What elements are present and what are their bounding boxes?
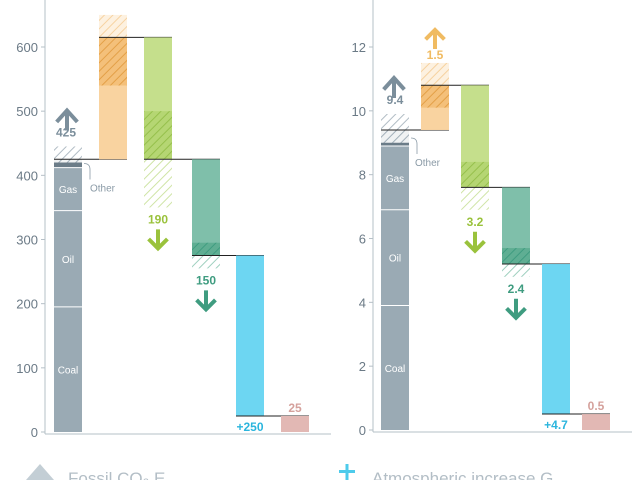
value-label-atmosphere: +250 (236, 420, 263, 434)
emissions-value-label: 9.4 (387, 93, 404, 107)
up-arrow-icon (55, 107, 79, 131)
value-label-atmosphere: +4.7 (544, 418, 568, 432)
right-panel-chart: 0 2 4 6 8 10 12 Coal Oil Gas Other 9.4 1.5 3.2 2.4 +4.7… (352, 0, 632, 438)
y-tick-label: 12 (352, 40, 366, 55)
diamond-icon (26, 464, 54, 480)
y-tick-label: 10 (352, 104, 366, 119)
y-tick-label: 0 (31, 425, 38, 440)
bar-uncertainty-inner (144, 111, 172, 160)
bar-uncertainty-outer (461, 187, 489, 210)
down-arrow-icon (195, 290, 217, 313)
emissions-segment-oil (54, 210, 82, 307)
value-label-land-sink: 150 (196, 273, 216, 287)
y-tick-label: 8 (359, 168, 366, 183)
other-callout-line (83, 163, 91, 180)
y-tick-label: 500 (16, 104, 38, 119)
legend-fossil-label: Fossil CO₂ E (68, 469, 165, 480)
up-arrow-icon (382, 75, 406, 99)
y-tick-label: 400 (16, 168, 38, 183)
segment-label-oil: Oil (62, 255, 74, 266)
y-tick-label: 200 (16, 297, 38, 312)
y-tick-label: 4 (359, 295, 366, 310)
value-label-imbalance: 0.5 (588, 399, 605, 413)
emissions-segment-other (54, 159, 82, 168)
y-tick-label: 2 (359, 359, 366, 374)
emissions-segment-coal (54, 306, 82, 432)
legend-atmosphere-label: Atmospheric increase G (372, 469, 553, 480)
down-arrow-icon (464, 231, 486, 254)
bar-land-sink (192, 159, 220, 256)
other-callout-line (410, 137, 418, 154)
down-arrow-icon (147, 229, 169, 252)
left-panel-chart: 0 100 200 300 400 500 600 Coal Oil Gas Other 425 190… (16, 0, 331, 440)
down-arrow-icon (505, 298, 527, 321)
plus-icon (339, 464, 355, 480)
other-label: Other (90, 183, 116, 194)
bar-uncertainty-inner (192, 242, 220, 256)
segment-label-coal: Coal (58, 365, 79, 376)
bar-uncertainty-outer (192, 255, 220, 269)
y-tick-label: 0 (359, 423, 366, 438)
segment-label-gas: Gas (59, 185, 77, 196)
value-label-imbalance: 25 (288, 401, 302, 415)
bar-uncertainty-outer (421, 62, 449, 86)
other-label: Other (415, 158, 441, 169)
bar-imbalance (582, 414, 610, 430)
value-label-ocean-sink: 190 (148, 212, 168, 226)
y-tick-label: 6 (359, 232, 366, 247)
bar-uncertainty-outer (502, 264, 530, 277)
legend-fossil: Fossil CO₂ E (26, 464, 165, 480)
segment-label-gas: Gas (386, 174, 404, 185)
segment-label-coal: Coal (385, 364, 406, 375)
bar-uncertainty-inner (421, 85, 449, 108)
y-tick-label: 300 (16, 233, 38, 248)
emissions-value-label: 425 (56, 125, 76, 139)
bar-atmosphere (542, 264, 570, 415)
emissions-uncertainty (54, 146, 82, 163)
emissions-uncertainty (381, 114, 409, 143)
segment-label-oil: Oil (389, 254, 401, 265)
value-label-ocean-sink: 3.2 (467, 215, 484, 229)
legend-atmosphere: Atmospheric increase G (339, 464, 553, 480)
emissions-segment-oil (381, 209, 409, 306)
bar-uncertainty-outer (144, 159, 172, 208)
bar-uncertainty-inner (502, 248, 530, 265)
bar-uncertainty-inner (99, 37, 127, 86)
emissions-segment-gas (54, 167, 82, 211)
emissions-segment-gas (381, 145, 409, 210)
bar-atmosphere (236, 255, 264, 416)
emissions-segment-coal (381, 305, 409, 430)
bar-uncertainty-outer (99, 14, 127, 38)
up-arrow-icon (424, 27, 446, 49)
y-tick-label: 100 (16, 361, 38, 376)
y-tick-label: 600 (16, 40, 38, 55)
value-label-land-sink: 2.4 (508, 282, 525, 296)
bar-uncertainty-inner (461, 161, 489, 188)
value-label-land-use: 1.5 (427, 48, 444, 62)
bar-imbalance (281, 415, 309, 432)
legend: Fossil CO₂ E Atmospheric increase G (26, 464, 553, 480)
